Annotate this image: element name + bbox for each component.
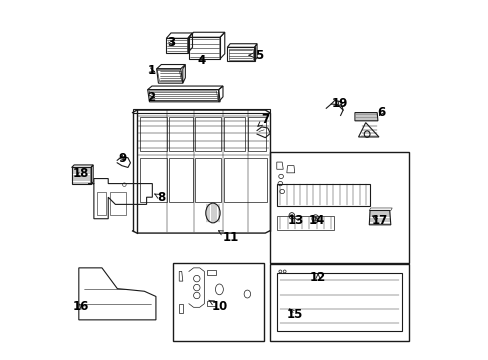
- Text: 12: 12: [309, 271, 325, 284]
- Text: 14: 14: [308, 214, 324, 227]
- Text: 19: 19: [330, 98, 347, 111]
- Text: 5: 5: [248, 49, 263, 62]
- Text: 15: 15: [286, 308, 303, 321]
- Text: 2: 2: [147, 91, 155, 104]
- Bar: [195, 117, 221, 151]
- Text: 18: 18: [73, 167, 89, 180]
- Text: 10: 10: [208, 300, 227, 313]
- Text: 3: 3: [167, 36, 175, 49]
- Bar: [140, 158, 166, 202]
- Bar: [269, 264, 408, 341]
- Text: 7: 7: [257, 113, 269, 126]
- Bar: [276, 184, 369, 206]
- Bar: [223, 117, 244, 151]
- Bar: [97, 192, 106, 215]
- Bar: [276, 216, 333, 230]
- Text: 8: 8: [154, 192, 165, 204]
- Bar: [195, 158, 221, 202]
- Bar: [140, 117, 166, 151]
- Text: 4: 4: [197, 54, 205, 67]
- Text: 17: 17: [371, 214, 387, 227]
- Text: 6: 6: [376, 106, 385, 119]
- Bar: [172, 263, 264, 341]
- Bar: [169, 117, 192, 151]
- Text: 13: 13: [287, 214, 303, 227]
- Text: 9: 9: [118, 152, 126, 165]
- Bar: [269, 152, 408, 263]
- Bar: [110, 192, 126, 215]
- Text: 16: 16: [73, 300, 89, 313]
- Bar: [223, 158, 266, 202]
- Text: 11: 11: [218, 231, 238, 244]
- Bar: [247, 117, 265, 151]
- Bar: [169, 158, 192, 202]
- Text: 1: 1: [147, 64, 156, 77]
